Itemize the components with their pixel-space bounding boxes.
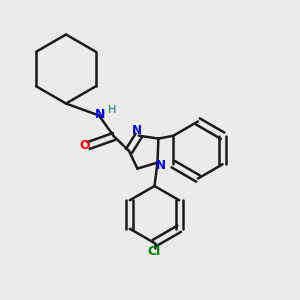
Text: N: N [132, 124, 142, 137]
Text: Cl: Cl [148, 245, 161, 258]
Text: H: H [108, 105, 117, 115]
Text: N: N [156, 159, 166, 172]
Text: N: N [95, 107, 106, 121]
Text: O: O [80, 139, 90, 152]
